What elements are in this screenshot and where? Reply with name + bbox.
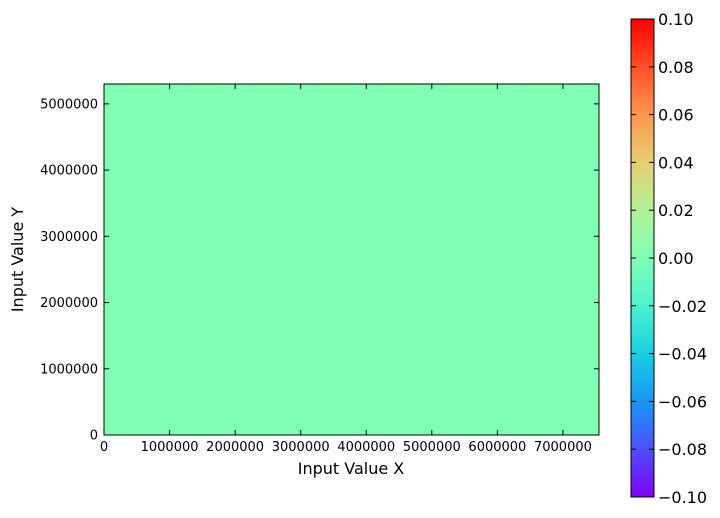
colorbar-tick-label: 0.00 — [658, 249, 694, 268]
heatmap-cell — [104, 84, 599, 435]
y-tick-label: 4000000 — [40, 164, 98, 179]
colorbar-tick-label: −0.08 — [658, 440, 707, 459]
y-tick-label: 0 — [90, 429, 98, 444]
x-axis-ticks: 0 1000000 2000000 3000000 4000000 5000000 6000… — [100, 84, 592, 455]
y-tick-label: 2000000 — [40, 296, 98, 311]
colorbar-gradient — [631, 19, 654, 497]
y-tick-label: 3000000 — [40, 230, 98, 245]
colorbar-tick-label: 0.02 — [658, 201, 694, 220]
x-tick-label: 3000000 — [272, 440, 330, 455]
x-tick-label: 1000000 — [141, 440, 199, 455]
colorbar-tick-label: 0.04 — [658, 153, 694, 172]
colorbar-ticks: 0.10 0.08 0.06 0.04 0.02 0.00 −0.02 −0.04 −0.06 −… — [631, 10, 707, 507]
x-tick-label: 4000000 — [337, 440, 395, 455]
colorbar-tick-label: −0.06 — [658, 392, 707, 411]
y-tick-label: 1000000 — [40, 362, 98, 377]
colorbar-tick-label: −0.02 — [658, 297, 707, 316]
x-tick-label: 7000000 — [534, 440, 592, 455]
x-tick-label: 6000000 — [468, 440, 526, 455]
colorbar-tick-label: 0.06 — [658, 106, 694, 125]
colorbar-tick-label: 0.10 — [658, 10, 694, 29]
colorbar-tick-label: 0.08 — [658, 58, 694, 77]
colorbar-tick-label: −0.04 — [658, 345, 707, 364]
y-tick-label: 5000000 — [40, 97, 98, 112]
y-axis-label: Input Value Y — [8, 207, 27, 313]
x-tick-label: 5000000 — [403, 440, 461, 455]
x-tick-label: 2000000 — [206, 440, 264, 455]
plot-frame — [103, 83, 600, 436]
y-axis-ticks: 0 1000000 2000000 3000000 4000000 5000000 — [40, 97, 599, 444]
x-axis-label: Input Value X — [298, 459, 405, 478]
x-tick-label: 0 — [100, 440, 108, 455]
colorbar-tick-label: −0.10 — [658, 488, 707, 507]
